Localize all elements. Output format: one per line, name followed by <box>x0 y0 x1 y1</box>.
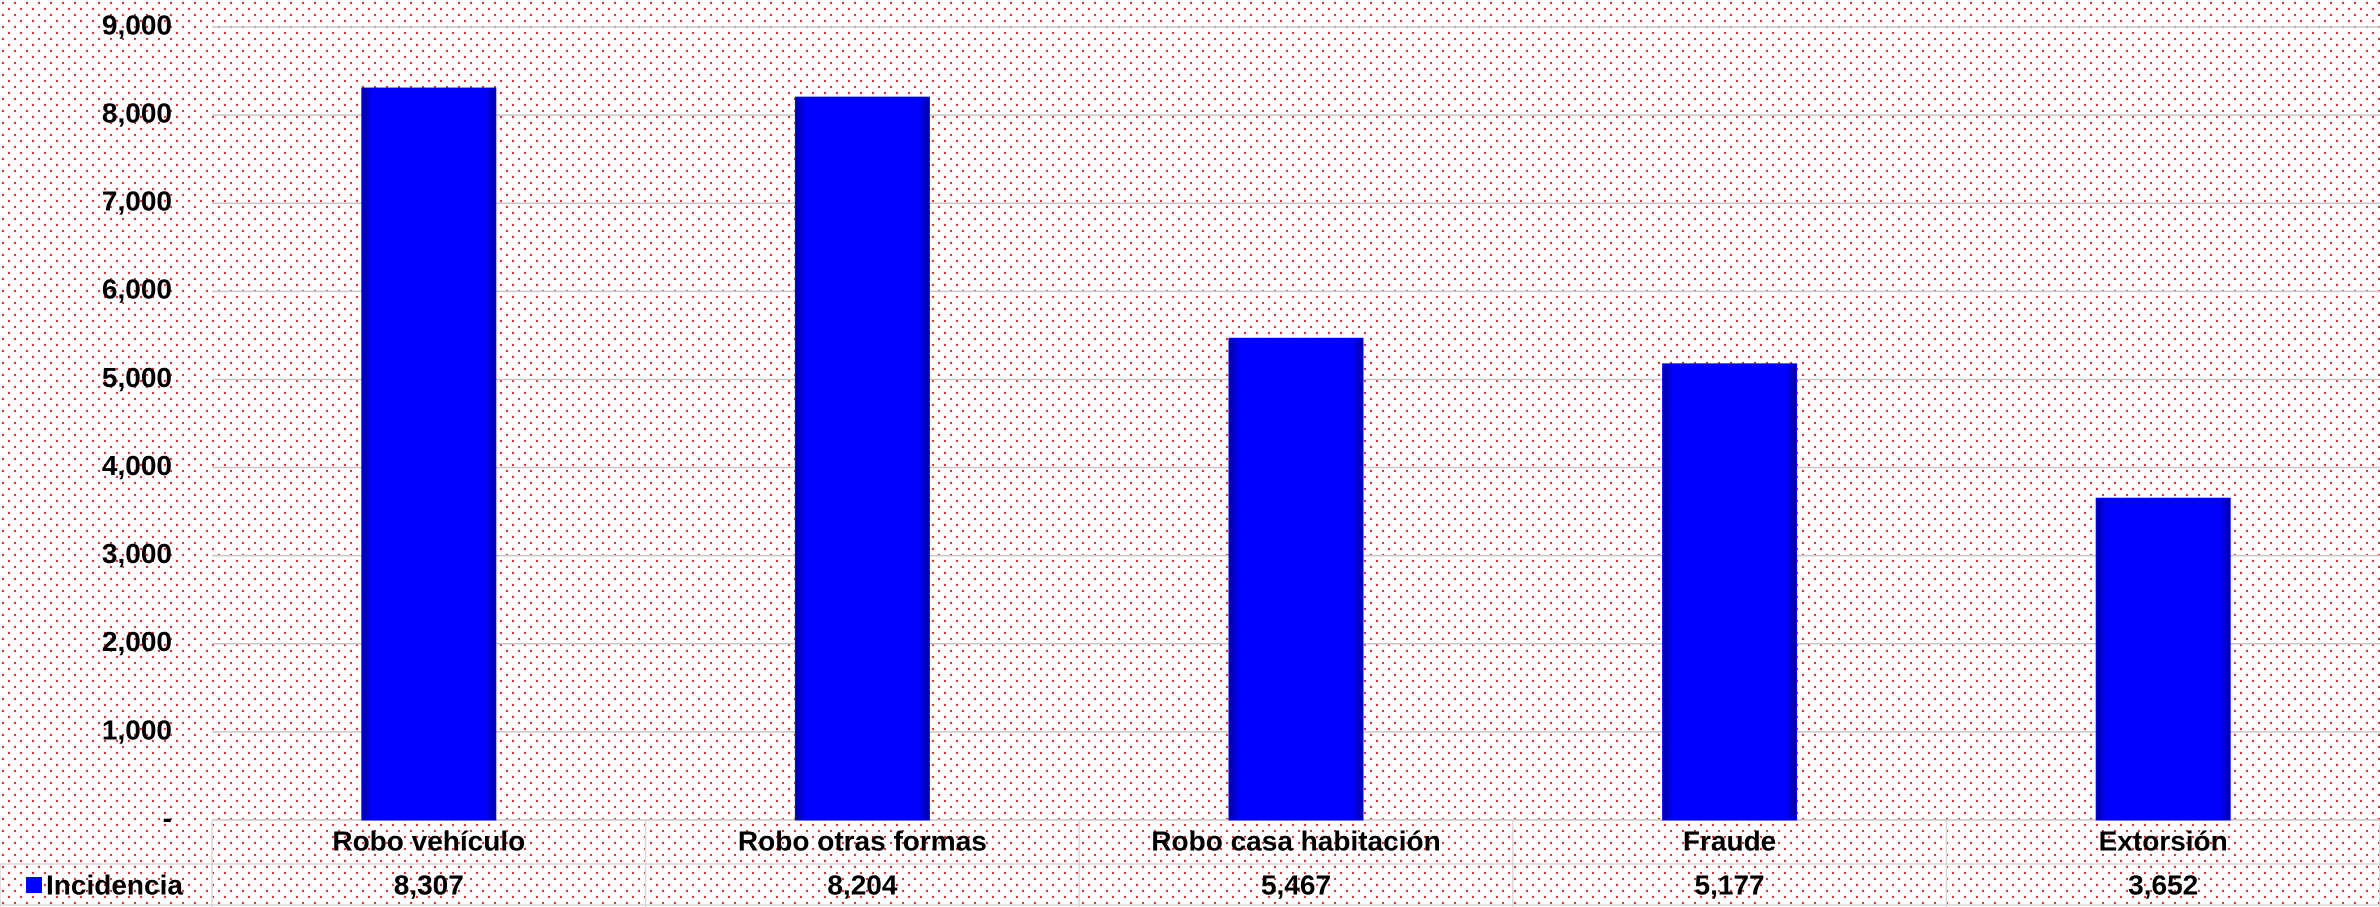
bar <box>794 96 930 821</box>
bar <box>2095 497 2231 821</box>
bar <box>1662 363 1798 821</box>
table-value: 8,204 <box>827 869 897 900</box>
y-tick-label: 1,000 <box>102 714 172 745</box>
legend-swatch <box>26 877 42 893</box>
x-tick-label: Robo casa habitación <box>1151 825 1440 856</box>
y-tick-label: 4,000 <box>102 450 172 481</box>
x-tick-label: Extorsión <box>2099 825 2228 856</box>
table-value: 5,467 <box>1261 869 1331 900</box>
y-tick-label: 2,000 <box>102 626 172 657</box>
y-tick-label: - <box>163 802 172 833</box>
y-tick-label: 5,000 <box>102 362 172 393</box>
table-value: 3,652 <box>2128 869 2198 900</box>
y-tick-label: 9,000 <box>102 9 172 40</box>
x-tick-label: Fraude <box>1683 825 1776 856</box>
y-tick-label: 8,000 <box>102 98 172 129</box>
x-tick-label: Robo vehículo <box>332 825 525 856</box>
table-value: 8,307 <box>394 869 464 900</box>
x-tick-label: Robo otras formas <box>738 825 987 856</box>
y-tick-label: 3,000 <box>102 538 172 569</box>
y-tick-label: 6,000 <box>102 274 172 305</box>
y-tick-label: 7,000 <box>102 186 172 217</box>
legend-label: Incidencia <box>46 869 183 900</box>
bar <box>1228 337 1364 821</box>
table-value: 5,177 <box>1695 869 1765 900</box>
bar <box>361 87 497 821</box>
